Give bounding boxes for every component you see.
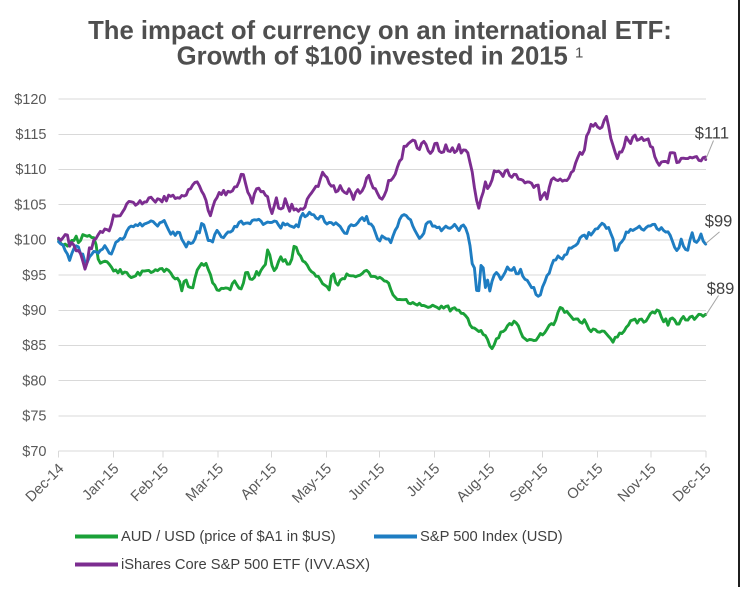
svg-text:$110: $110 [15, 162, 46, 178]
svg-text:AUD / USD (price of $A1 in $US: AUD / USD (price of $A1 in $US) [121, 529, 336, 545]
svg-text:$115: $115 [15, 127, 46, 143]
svg-text:$85: $85 [22, 338, 46, 354]
svg-text:$120: $120 [14, 92, 46, 108]
svg-text:$111: $111 [695, 124, 729, 142]
svg-text:$95: $95 [22, 268, 46, 284]
svg-text:$99: $99 [705, 213, 733, 231]
svg-text:$89: $89 [707, 280, 735, 298]
svg-text:Growth of $100 invested in 201: Growth of $100 invested in 2015 1 [177, 43, 584, 71]
svg-text:The impact of currency on an i: The impact of currency on an internation… [88, 17, 672, 45]
svg-text:$100: $100 [14, 233, 46, 249]
svg-text:$105: $105 [14, 197, 46, 213]
svg-text:$70: $70 [22, 444, 46, 460]
svg-text:$90: $90 [22, 303, 46, 319]
svg-text:iShares Core S&P 500 ETF (IVV.: iShares Core S&P 500 ETF (IVV.ASX) [121, 557, 370, 573]
svg-text:$80: $80 [22, 373, 46, 389]
svg-text:$75: $75 [22, 409, 46, 425]
svg-text:S&P 500 Index (USD): S&P 500 Index (USD) [420, 529, 563, 545]
